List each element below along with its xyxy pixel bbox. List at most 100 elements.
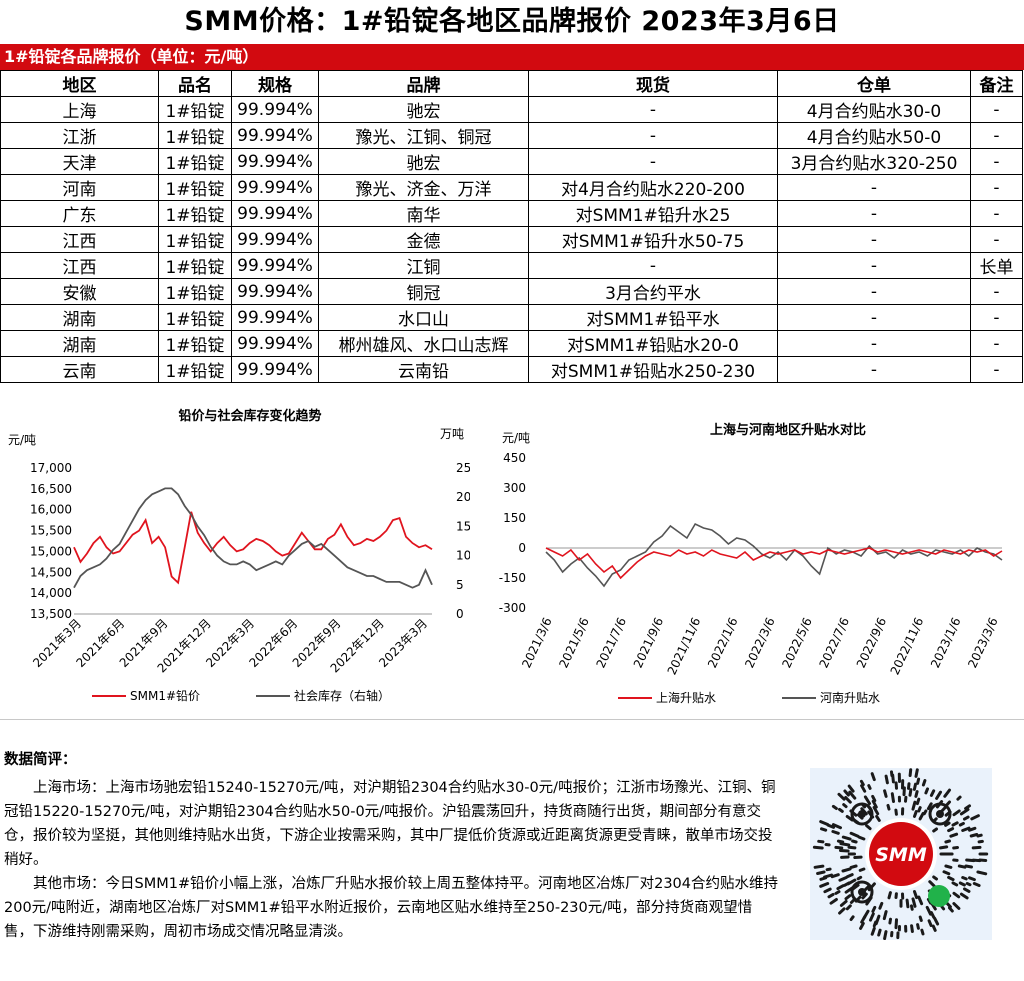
qr-module xyxy=(977,839,984,844)
table-cell: - xyxy=(970,148,1023,175)
chart1-ytick-label: 15,500 xyxy=(30,524,72,538)
chart1-y2tick-label: 15 xyxy=(456,519,470,533)
qr-module xyxy=(932,827,938,833)
qr-module xyxy=(856,875,863,881)
qr-module xyxy=(849,898,856,904)
chart1-y2tick-label: 10 xyxy=(456,549,470,563)
qr-module xyxy=(952,902,961,910)
table-cell: - xyxy=(970,278,1023,305)
chart1-ytick-label: 14,500 xyxy=(30,565,72,579)
qr-finder-ring xyxy=(850,880,874,904)
qr-module xyxy=(935,790,942,800)
table-cell: 1#铅锭 xyxy=(158,148,232,175)
qr-module xyxy=(944,839,951,844)
column-header: 品名 xyxy=(158,70,232,97)
lead-price-inventory-chart: 铅价与社会库存变化趋势 元/吨 万吨 13,500 14,000 14,500 15,000… xyxy=(0,392,471,712)
chart1-legend-label: 社会库存（右轴） xyxy=(294,688,390,703)
qr-module xyxy=(912,782,917,791)
qr-module xyxy=(836,839,845,844)
table-cell: 豫光、江铜、铜冠 xyxy=(318,122,529,149)
premium-discount-chart: 上海与河南地区升贴水对比 元/吨 -300 -150 0 150 300 450 2021/3/… xyxy=(488,392,1018,712)
table-cell: 云南铅 xyxy=(318,356,529,383)
table-cell: 1#铅锭 xyxy=(158,278,232,305)
qr-module xyxy=(827,892,835,899)
qr-module xyxy=(924,787,929,795)
qr-module xyxy=(908,768,913,777)
table-cell: 4月合约贴水50-0 xyxy=(777,122,971,149)
table-header-row: 地区 品名 规格 品牌 现货 仓单 备注 xyxy=(0,70,1023,97)
chart1-ytick-label: 16,000 xyxy=(30,503,72,517)
qr-module xyxy=(875,814,881,822)
qr-module xyxy=(928,880,936,888)
table-cell: 1#铅锭 xyxy=(158,356,232,383)
chart2-xtick-label: 2022/11/6 xyxy=(888,615,927,677)
table-cell: 天津 xyxy=(0,148,159,175)
qr-module xyxy=(910,904,914,911)
title-bar: SMM价格：1#铅锭各地区品牌报价 2023年3月6日 xyxy=(0,0,1024,44)
qr-finder-ring xyxy=(850,802,874,826)
qr-module xyxy=(858,867,866,872)
table-cell: - xyxy=(970,122,1023,149)
chart2-ytick-label: 300 xyxy=(503,481,526,495)
chart1-y2tick-label: 25 xyxy=(456,461,470,475)
qr-module xyxy=(825,867,832,872)
commentary-label: 数据简评： xyxy=(4,752,77,768)
qr-module xyxy=(959,808,970,816)
qr-module xyxy=(883,930,888,941)
qr-module xyxy=(943,788,951,798)
qr-module xyxy=(958,821,965,827)
qr-module xyxy=(844,796,852,804)
qr-module xyxy=(839,899,848,907)
table-cell: 江铜 xyxy=(318,252,529,279)
table-cell: - xyxy=(970,226,1023,253)
qr-module xyxy=(817,839,825,844)
chart1-ylabel: 元/吨 xyxy=(8,433,36,447)
table-row: 江西 1#铅锭 99.994% 江铜 - - 长单 xyxy=(0,252,1023,279)
qr-module xyxy=(819,876,828,881)
table-cell: 99.994% xyxy=(231,226,319,253)
table-cell: 对SMM1#铅贴水250-230 xyxy=(528,356,778,383)
qr-module xyxy=(949,832,959,838)
qr-module xyxy=(922,809,928,816)
chart1-y2tick-label: 0 xyxy=(456,607,464,621)
qr-code[interactable]: SMM xyxy=(810,768,992,941)
qr-module xyxy=(877,928,882,937)
table-cell: 长单 xyxy=(970,252,1023,279)
chart1-ytick-label: 15,000 xyxy=(30,544,72,558)
qr-finder-dot xyxy=(858,888,866,896)
table-cell: 99.994% xyxy=(231,304,319,331)
qr-module xyxy=(908,788,913,797)
table-cell: 上海 xyxy=(0,96,159,123)
table-cell: - xyxy=(528,122,778,149)
table-cell: 广东 xyxy=(0,200,159,227)
chart2-xtick-label: 2021/5/6 xyxy=(556,615,591,670)
table-cell: - xyxy=(970,96,1023,123)
table-body: 上海 1#铅锭 99.994% 驰宏 -4月合约贴水30-0- 江浙 1#铅锭 99.994%… xyxy=(0,96,1023,383)
qr-module xyxy=(915,797,921,806)
table-cell: - xyxy=(777,278,971,305)
qr-module xyxy=(952,891,961,899)
chart1-y2tick-label: 5 xyxy=(456,578,464,592)
qr-module xyxy=(942,870,951,876)
qr-module xyxy=(913,810,918,818)
table-cell: 湖南 xyxy=(0,330,159,357)
qr-module xyxy=(842,803,848,809)
qr-module xyxy=(883,789,888,798)
qr-module xyxy=(869,912,875,922)
table-cell: 河南 xyxy=(0,174,159,201)
qr-module xyxy=(963,887,971,893)
qr-module xyxy=(963,815,970,821)
table-row: 天津 1#铅锭 99.994% 驰宏 -3月合约贴水320-250- xyxy=(0,148,1023,175)
qr-module xyxy=(914,790,919,798)
qr-module xyxy=(845,873,854,879)
table-cell: 对SMM1#铅贴水20-0 xyxy=(528,330,778,357)
chart2-title: 上海与河南地区升贴水对比 xyxy=(710,422,866,438)
qr-module xyxy=(820,827,828,832)
table-cell: - xyxy=(970,200,1023,227)
table-caption: 1#铅锭各品牌报价（单位：元/吨） xyxy=(0,44,1024,70)
qr-module xyxy=(834,845,844,850)
qr-module xyxy=(831,804,838,810)
qr-module xyxy=(871,794,877,803)
qr-module xyxy=(940,805,948,813)
qr-module xyxy=(830,873,840,879)
